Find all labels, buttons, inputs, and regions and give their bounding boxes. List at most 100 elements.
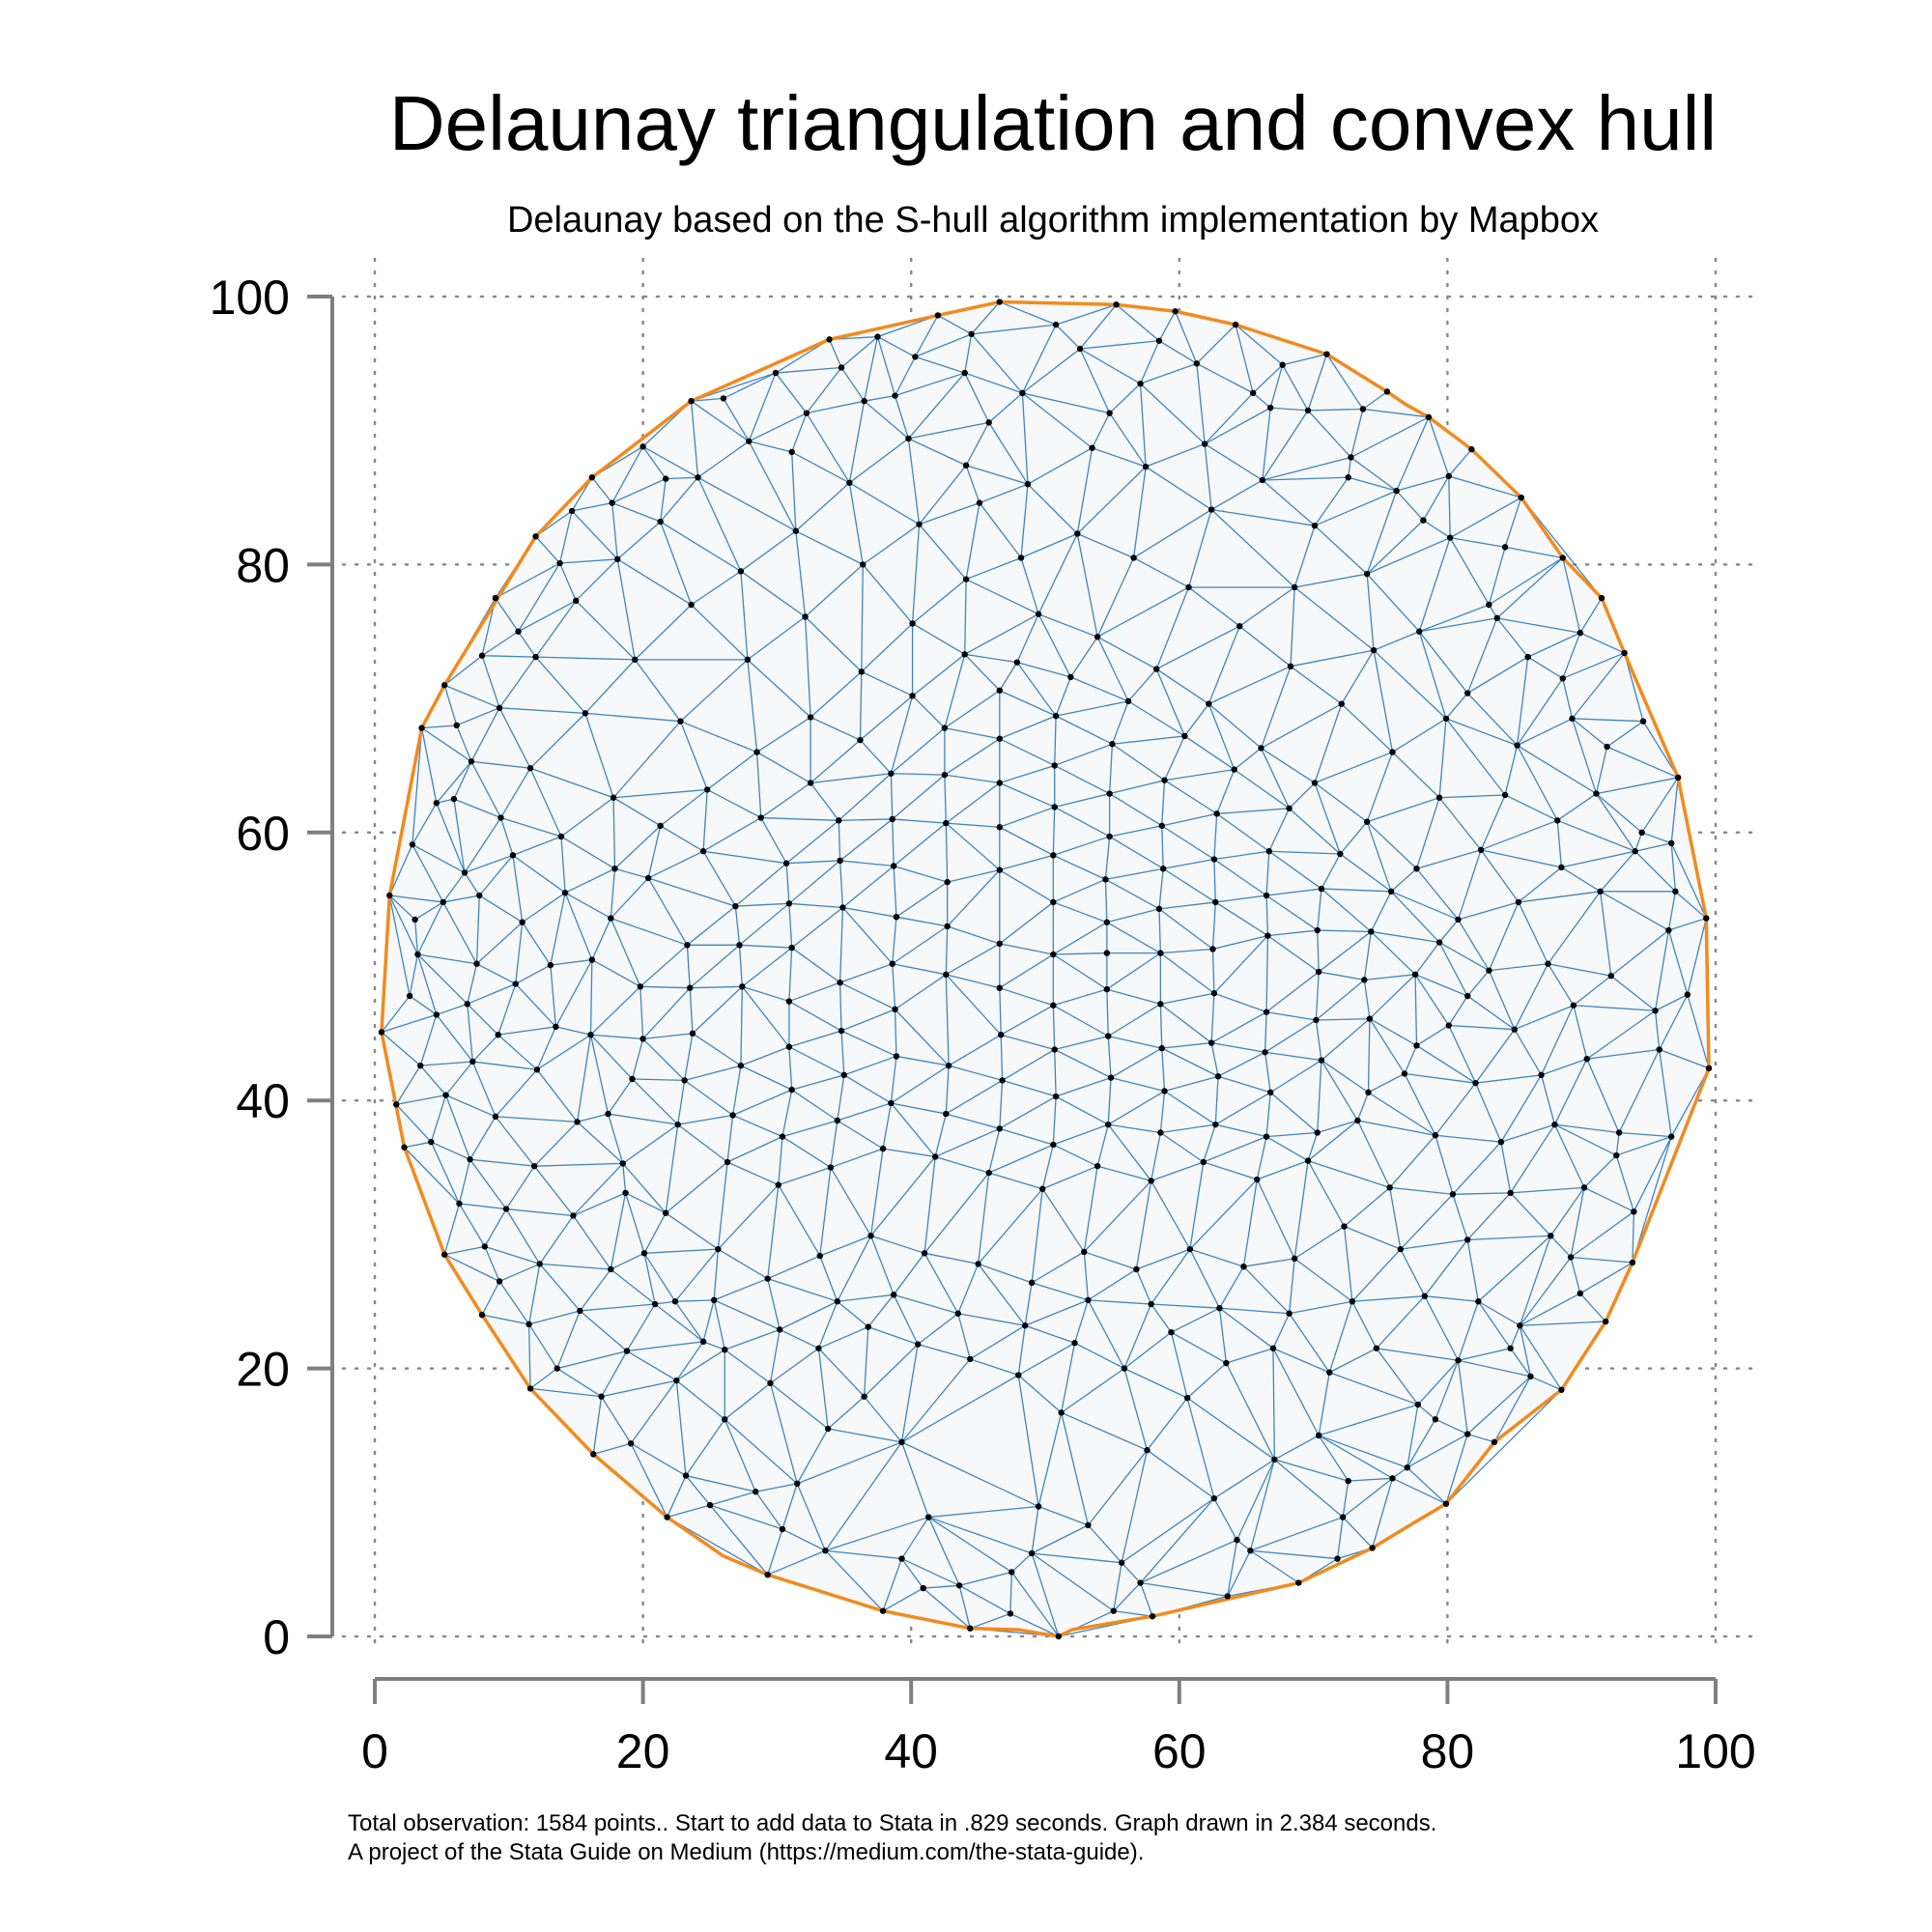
triangulation-edge — [754, 1491, 783, 1530]
triangulation-edge — [611, 478, 667, 504]
triangulation-edge — [999, 953, 1054, 989]
triangulation-edge — [840, 1030, 897, 1058]
data-point — [1157, 1001, 1164, 1008]
triangulation-edge — [861, 670, 913, 696]
triangulation-edge — [1037, 1412, 1063, 1507]
data-point — [1638, 829, 1645, 836]
triangulation-edge — [747, 659, 811, 718]
triangulation-edge — [1450, 537, 1506, 549]
triangulation-edge — [978, 1263, 1033, 1284]
triangulation-edge — [1392, 718, 1447, 753]
triangulation-edge — [1096, 586, 1189, 638]
data-point — [1477, 846, 1485, 854]
triangulation-edge — [1573, 975, 1612, 1007]
data-point — [794, 1480, 801, 1488]
triangulation-edge — [1260, 666, 1292, 749]
data-point — [1501, 791, 1509, 799]
data-point — [639, 443, 646, 450]
triangulation-edge — [1262, 479, 1316, 526]
triangulation-edge — [839, 818, 894, 862]
triangulation-edge — [675, 1379, 725, 1420]
triangulation-edge — [1290, 649, 1375, 668]
triangulation-edge — [417, 953, 477, 965]
data-point — [478, 1311, 486, 1319]
triangulation-edge — [893, 1293, 958, 1315]
data-point — [1464, 690, 1471, 696]
data-point — [1349, 1298, 1356, 1305]
triangulation-edge — [1396, 490, 1424, 522]
data-point — [530, 1162, 538, 1170]
triangulation-edge — [1321, 1060, 1358, 1122]
data-point — [1076, 345, 1084, 353]
triangulation-edge — [810, 739, 861, 783]
triangulation-edge — [869, 1236, 895, 1295]
triangulation-edge — [1634, 832, 1643, 852]
triangulation-edge — [1449, 537, 1490, 606]
triangulation-edge — [1088, 1268, 1137, 1301]
data-point — [1050, 852, 1057, 859]
data-point — [1279, 361, 1286, 368]
triangulation-edge — [467, 963, 478, 1005]
triangulation-edge — [999, 826, 1054, 856]
triangulation-edge — [895, 372, 965, 397]
triangulation-edge — [471, 1061, 497, 1118]
data-point — [1334, 1555, 1341, 1562]
triangulation-edge — [1318, 1435, 1407, 1468]
triangulation-edge — [1226, 1348, 1274, 1364]
data-point — [1413, 1042, 1420, 1049]
triangulation-edge — [639, 944, 688, 987]
data-point — [785, 1043, 793, 1050]
triangulation-edge — [1087, 1299, 1125, 1369]
triangulation-edge — [796, 1441, 902, 1485]
data-point — [1085, 1296, 1092, 1304]
triangulation-edge — [1213, 935, 1268, 994]
triangulation-edge — [1216, 812, 1270, 852]
triangulation-edge — [1321, 853, 1341, 890]
data-point — [865, 1323, 871, 1330]
triangulation-edge — [1186, 1397, 1275, 1461]
triangulation-edge — [522, 892, 566, 923]
triangulation-edge — [579, 1310, 628, 1352]
data-point — [644, 874, 652, 882]
data-point — [1359, 406, 1367, 412]
triangulation-edge — [1418, 537, 1451, 632]
data-point — [1631, 1208, 1637, 1215]
data-point — [1313, 1016, 1320, 1024]
triangulation-edge — [1109, 412, 1147, 468]
triangulation-edge — [1054, 743, 1113, 767]
triangulation-edge — [778, 1136, 783, 1185]
triangulation-edge — [1654, 1010, 1661, 1050]
data-point — [1455, 916, 1462, 923]
triangulation-edge — [891, 1065, 950, 1104]
data-point — [433, 800, 440, 807]
triangulation-edge — [838, 820, 841, 861]
triangulation-edge — [1053, 952, 1107, 955]
triangulation-edge — [1489, 556, 1564, 606]
triangulation-edge — [1540, 1005, 1575, 1076]
triangulation-edge — [1196, 362, 1254, 394]
triangulation-edge — [1158, 340, 1198, 364]
triangulation-edge — [900, 1344, 919, 1442]
triangulation-edge — [1366, 821, 1392, 893]
triangulation-edge — [680, 721, 757, 753]
triangulation-edge — [689, 944, 740, 989]
triangulation-edge — [1055, 715, 1113, 745]
triangulation-edge — [1061, 1368, 1125, 1413]
triangulation-edge — [1406, 1418, 1436, 1468]
triangulation-edge — [1204, 443, 1264, 481]
data-point — [1369, 1545, 1376, 1551]
triangulation-edge — [1260, 748, 1291, 810]
triangulation-edge — [1466, 970, 1490, 997]
triangulation-edge — [1242, 1179, 1258, 1267]
triangulation-edge — [1554, 1123, 1617, 1156]
triangulation-edge — [517, 631, 537, 658]
triangulation-edge — [1418, 631, 1447, 720]
data-point — [664, 1514, 670, 1520]
triangulation-edge — [1288, 1258, 1295, 1314]
triangulation-edge — [767, 1278, 781, 1330]
triangulation-edge — [861, 622, 914, 672]
data-point — [582, 710, 589, 717]
triangulation-edge — [849, 482, 920, 526]
data-point — [1137, 380, 1144, 387]
triangulation-edge — [912, 653, 966, 696]
